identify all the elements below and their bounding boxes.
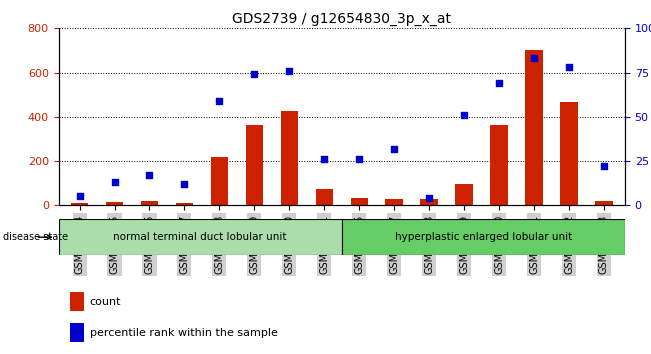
Point <box>354 156 365 162</box>
Point <box>284 68 294 74</box>
Point <box>319 156 329 162</box>
FancyBboxPatch shape <box>342 219 625 255</box>
Point <box>214 98 225 104</box>
Title: GDS2739 / g12654830_3p_x_at: GDS2739 / g12654830_3p_x_at <box>232 12 451 26</box>
FancyBboxPatch shape <box>59 219 342 255</box>
Text: hyperplastic enlarged lobular unit: hyperplastic enlarged lobular unit <box>395 232 572 242</box>
Point <box>529 56 539 61</box>
Point <box>74 194 85 199</box>
Bar <box>211 156 228 205</box>
Bar <box>561 102 578 205</box>
Bar <box>141 201 158 205</box>
Bar <box>385 199 403 205</box>
Point <box>599 164 609 169</box>
Point <box>494 80 505 86</box>
Bar <box>490 125 508 205</box>
Bar <box>176 203 193 205</box>
Point <box>424 195 434 201</box>
Bar <box>525 51 543 205</box>
Point <box>179 181 189 187</box>
Point <box>249 72 260 77</box>
Point <box>109 179 120 185</box>
Bar <box>421 199 438 205</box>
Bar <box>350 198 368 205</box>
Bar <box>595 201 613 205</box>
Bar <box>70 323 84 342</box>
Point <box>564 64 574 70</box>
Bar <box>281 111 298 205</box>
Bar <box>105 202 123 205</box>
Bar <box>316 189 333 205</box>
Bar <box>70 292 84 311</box>
Text: percentile rank within the sample: percentile rank within the sample <box>90 328 277 338</box>
Text: count: count <box>90 297 121 307</box>
Point <box>389 146 400 152</box>
Bar <box>456 184 473 205</box>
Bar <box>71 203 89 205</box>
Point <box>459 112 469 118</box>
Text: disease state: disease state <box>3 232 68 242</box>
Point <box>145 172 155 178</box>
Text: normal terminal duct lobular unit: normal terminal duct lobular unit <box>113 232 287 242</box>
Bar <box>245 125 263 205</box>
